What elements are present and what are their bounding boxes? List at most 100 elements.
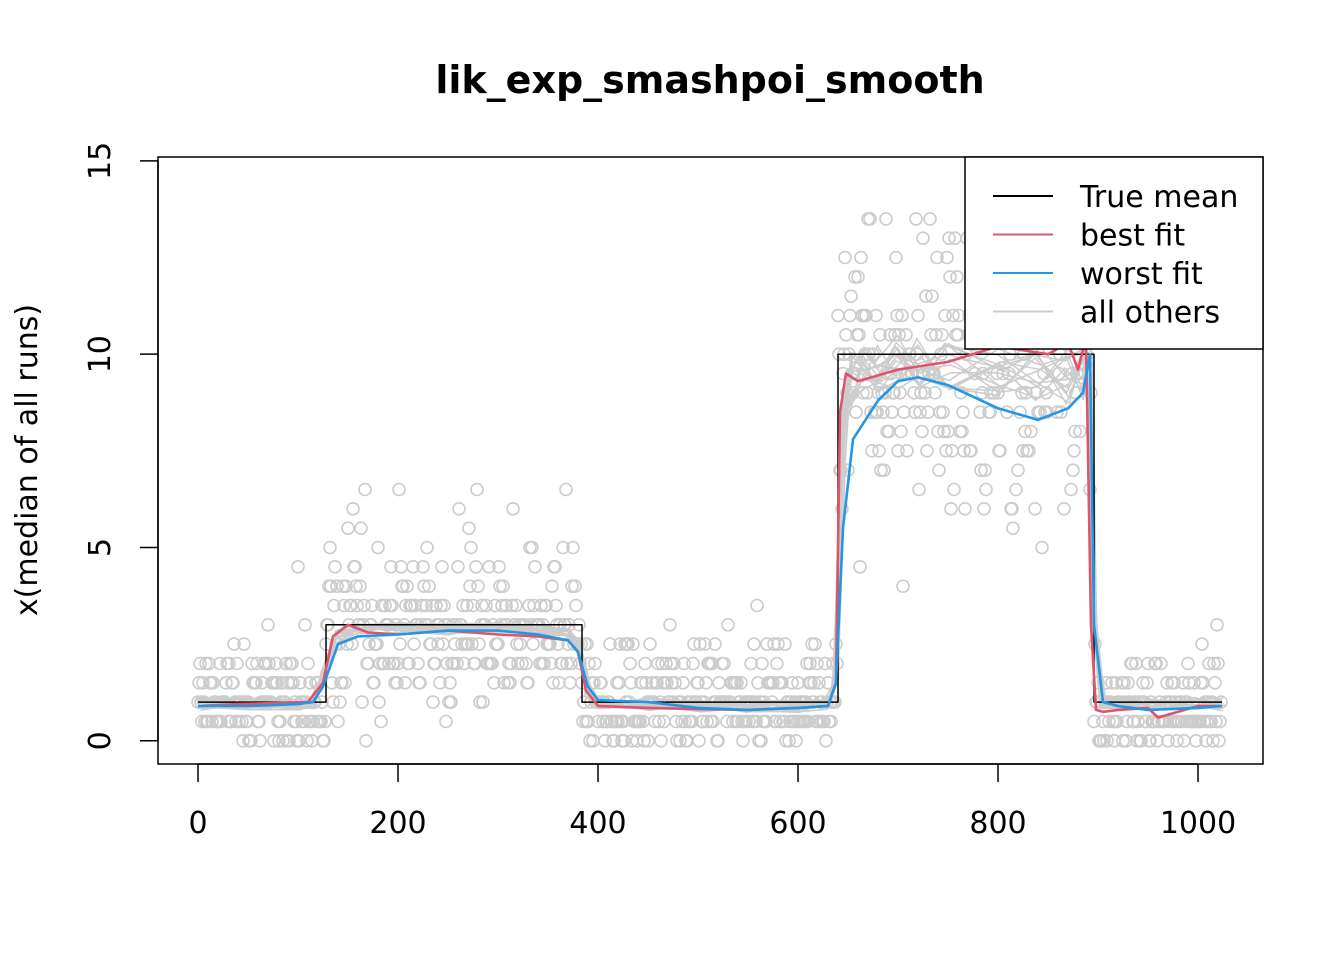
observation-point [419,598,433,613]
observation-point [544,656,558,671]
observation-point [314,714,328,729]
observation-point [1212,733,1226,748]
observation-point [929,327,943,342]
observation-point [456,598,470,613]
x-tick-label: 200 [369,806,426,841]
observation-point [851,270,865,284]
observation-point [196,675,210,690]
observation-point [475,598,489,613]
observation-point [374,714,388,729]
observation-point [201,714,215,729]
observation-point [285,656,299,671]
observation-point [789,733,803,748]
observation-point [777,714,791,729]
other-fit-line [197,344,1224,711]
observation-point [698,637,712,651]
y-axis-label: x(median of all runs) [10,304,45,616]
observation-point [873,327,887,342]
observation-point [1136,675,1150,690]
observation-point [771,637,785,651]
observation-point [964,443,978,458]
observation-point [564,656,578,671]
observation-point [365,598,379,613]
observation-point [918,385,932,400]
observation-point [895,308,909,323]
observation-point [244,733,258,748]
observation-point [594,675,608,690]
observation-point [521,675,535,690]
observation-point [700,714,714,729]
observation-point [548,559,562,574]
observation-point [1154,656,1168,671]
observation-point [273,714,287,729]
observation-point [849,405,863,420]
observation-point [854,250,868,265]
observation-point [476,695,490,709]
observation-point [942,231,956,245]
observation-point [908,405,922,420]
observation-point [1206,733,1220,748]
observation-point [1040,405,1054,420]
observation-point [326,695,340,709]
observation-point [1189,733,1203,748]
observation-point [677,656,691,671]
observation-point [1009,482,1023,497]
observation-point [824,714,838,729]
observation-point [897,405,911,420]
observation-point [493,579,507,594]
observation-point [977,501,991,516]
observation-point [552,675,566,690]
observation-point [1213,714,1227,729]
observation-point [236,733,250,748]
observation-point [760,637,774,651]
observation-point [676,675,690,690]
observation-point [885,405,899,420]
observation-point [759,714,773,729]
x-tick-label: 400 [569,806,626,841]
observation-point [262,656,276,671]
observation-point [692,733,706,748]
observation-point [691,675,705,690]
observation-point [778,637,792,651]
observation-point [876,405,890,420]
observation-point [801,714,815,729]
y-tick-label: 15 [83,142,118,180]
observation-point [693,637,707,651]
observation-point [253,733,267,748]
observation-point [416,559,430,574]
observation-point [892,327,906,342]
observation-point [1202,656,1216,671]
observation-point [734,675,748,690]
observation-point [1140,675,1154,690]
observation-point [744,656,758,671]
observation-point [668,675,682,690]
observation-point [496,579,510,594]
x-tick-label: 0 [188,806,207,841]
observation-point [431,637,445,651]
observation-point [831,308,845,323]
observation-point [399,598,413,613]
observation-point [378,598,392,613]
observation-point [879,212,893,226]
observation-point [372,695,386,709]
observation-point [696,714,710,729]
observation-point [450,656,464,671]
observation-point [407,637,421,651]
observation-point [1211,656,1225,671]
observation-point [637,733,651,748]
observation-point [853,559,867,574]
observation-point [377,656,391,671]
observation-point [359,733,373,748]
observation-point [932,463,946,478]
observation-point [353,579,367,594]
observation-point [645,675,659,690]
observation-point [872,443,886,458]
observation-point [712,675,726,690]
observation-point [785,675,799,690]
observation-point [891,443,905,458]
observation-point [936,405,950,420]
observation-point [641,733,655,748]
observation-point [1125,656,1139,671]
observation-point [1028,501,1042,516]
